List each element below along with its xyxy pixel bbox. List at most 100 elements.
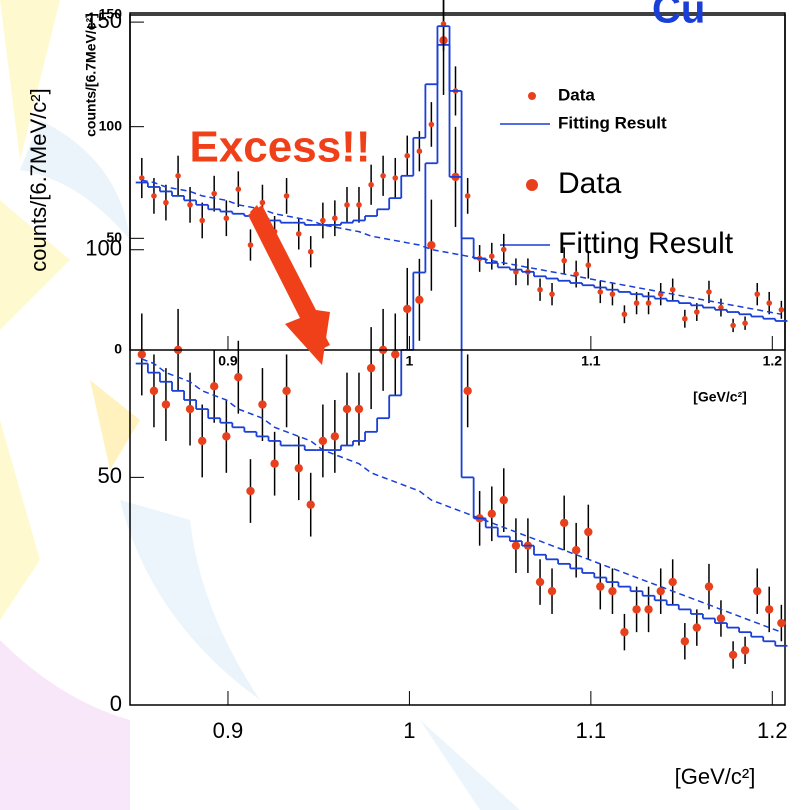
data-point xyxy=(342,404,352,414)
legend-marker xyxy=(526,179,538,191)
plot-frame xyxy=(129,12,786,706)
data-point xyxy=(211,190,217,197)
data-point xyxy=(500,246,507,253)
data-point xyxy=(464,193,471,199)
data-point xyxy=(415,295,424,305)
data-point xyxy=(428,121,435,128)
data-point xyxy=(223,215,230,222)
data-point xyxy=(549,291,555,297)
data-point xyxy=(778,307,785,313)
data-point xyxy=(209,382,219,391)
data-point xyxy=(682,315,688,322)
y-tick-label: 100 xyxy=(99,117,123,133)
data-point xyxy=(403,304,412,314)
data-point xyxy=(487,509,496,518)
x-tick-label: 0.9 xyxy=(213,718,244,743)
x-tick-label: 1.1 xyxy=(576,718,607,743)
data-point xyxy=(270,459,279,468)
data-point xyxy=(766,300,773,306)
background-curve xyxy=(141,179,782,316)
data-point xyxy=(187,202,193,208)
background-curve xyxy=(141,358,782,633)
data-point xyxy=(427,240,436,250)
data-point xyxy=(765,605,774,614)
data-point xyxy=(584,527,593,537)
decoration xyxy=(0,0,520,810)
y-axis-label: counts/[6.7MeV/c²] xyxy=(83,13,99,137)
data-point xyxy=(644,605,653,614)
data-point xyxy=(511,541,521,550)
swirl xyxy=(420,720,520,810)
y-tick-label: 150 xyxy=(85,8,122,33)
data-point xyxy=(332,215,338,222)
swirl xyxy=(20,120,130,240)
data-point xyxy=(632,605,641,614)
data-point xyxy=(742,320,748,327)
data-point xyxy=(163,199,169,206)
swirl xyxy=(120,500,260,700)
x-tick-label: 1 xyxy=(406,353,414,369)
data-point xyxy=(704,582,714,591)
data-point xyxy=(597,289,604,295)
data-point xyxy=(320,217,326,224)
x-tick-label: 1.2 xyxy=(757,718,788,743)
data-point xyxy=(330,432,340,441)
data-point xyxy=(234,373,243,382)
x-tick-label: 0.9 xyxy=(218,353,238,369)
data-point xyxy=(294,464,303,473)
data-point xyxy=(246,486,255,496)
x-tick-label: 1.1 xyxy=(581,353,601,369)
data-point xyxy=(728,650,738,660)
data-point xyxy=(753,586,762,596)
data-point xyxy=(149,386,159,396)
y-tick-label: 0 xyxy=(110,691,122,716)
data-point xyxy=(559,518,569,528)
data-point xyxy=(596,582,605,591)
data-point xyxy=(754,291,761,297)
y-tick-label: 50 xyxy=(106,229,122,245)
plot-frame xyxy=(129,14,786,351)
data-point xyxy=(137,350,146,359)
data-point xyxy=(380,173,386,179)
x-axis-label: [GeV/c²] xyxy=(693,389,747,405)
data-point xyxy=(621,311,628,318)
data-point xyxy=(571,546,581,555)
data-point xyxy=(151,193,157,199)
data-point xyxy=(668,577,677,587)
data-point xyxy=(404,152,411,159)
data-point xyxy=(344,202,350,208)
data-point xyxy=(609,291,616,297)
data-point xyxy=(463,386,472,396)
data-point xyxy=(259,199,266,206)
y-tick-label: 50 xyxy=(98,463,122,488)
data-point xyxy=(537,286,543,293)
data-point xyxy=(368,181,374,188)
y-tick-label: 100 xyxy=(85,236,122,261)
data-point xyxy=(235,186,242,192)
data-point xyxy=(633,300,640,306)
x-tick-label: 1 xyxy=(403,718,415,743)
data-point xyxy=(161,400,171,409)
data-point xyxy=(535,577,545,587)
legend-label: Data xyxy=(558,85,595,104)
data-point xyxy=(730,322,736,329)
data-point xyxy=(488,253,495,259)
data-point xyxy=(366,363,376,373)
data-point xyxy=(391,350,400,359)
ray xyxy=(0,420,40,620)
data-point xyxy=(283,193,290,199)
legend-marker xyxy=(528,92,536,100)
data-point xyxy=(138,175,145,181)
annotation-arrow xyxy=(250,205,330,350)
data-point xyxy=(175,173,181,179)
data-point xyxy=(680,637,690,646)
data-point xyxy=(692,623,702,632)
data-point xyxy=(222,432,231,441)
data-point xyxy=(777,618,786,628)
data-point xyxy=(416,148,423,155)
swirl xyxy=(0,640,130,810)
data-point xyxy=(392,175,399,181)
ray xyxy=(0,0,60,160)
